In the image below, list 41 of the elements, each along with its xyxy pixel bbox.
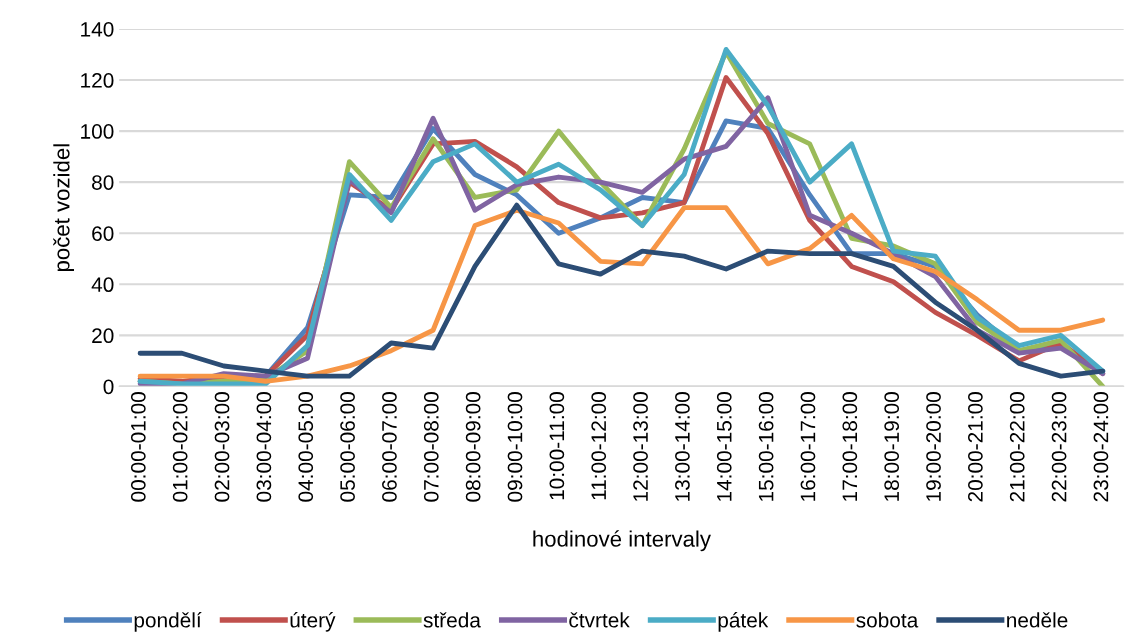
x-tick-label: 03:00-04:00 — [256, 392, 272, 502]
legend-label: neděle — [1007, 612, 1068, 628]
x-tick-label: 13:00-14:00 — [675, 392, 690, 501]
y-tick-label: 100 — [81, 124, 114, 139]
x-tick-label: 19:00-20:00 — [926, 392, 941, 501]
x-tick-label: 12:00-13:00 — [633, 392, 648, 501]
legend-label: sobota — [856, 612, 919, 628]
x-tick-label: 18:00-19:00 — [884, 392, 900, 501]
x-tick-label: 10:00-11:00 — [549, 392, 565, 500]
x-tick-label: 22:00-23:00 — [1051, 392, 1067, 502]
x-tick-label: 04:00-05:00 — [298, 392, 314, 502]
x-tick-label: 15:00-16:00 — [758, 392, 774, 501]
x-tick-label: 21:00-22:00 — [1009, 392, 1025, 502]
x-tick-label: 23:00-24:00 — [1093, 392, 1109, 502]
y-tick-label: 20 — [92, 328, 114, 344]
x-tick-label: 07:00-08:00 — [423, 392, 439, 502]
x-tick-label: 06:00-07:00 — [382, 392, 397, 502]
legend-label: úterý — [290, 612, 336, 632]
y-tick-label: 40 — [91, 277, 114, 293]
y-axis-title: počet vozidel — [53, 144, 74, 272]
x-tick-label: 02:00-03:00 — [214, 392, 230, 502]
legend-label: středa — [423, 612, 481, 628]
x-axis-title: hodinové intervaly — [533, 530, 711, 552]
y-tick-label: 0 — [103, 379, 114, 395]
legend-label: pátek — [718, 612, 769, 632]
x-tick-label: 09:00-10:00 — [507, 392, 523, 502]
x-tick-label: 20:00-21:00 — [968, 392, 983, 502]
x-tick-label: 00:00-01:00 — [130, 392, 146, 502]
y-tick-label: 140 — [81, 21, 114, 37]
x-tick-label: 05:00-06:00 — [340, 392, 355, 502]
legend-label: čtvrtek — [569, 612, 630, 628]
y-tick-label: 80 — [92, 175, 114, 190]
x-tick-label: 08:00-09:00 — [465, 392, 481, 502]
x-tick-label: 14:00-15:00 — [716, 392, 732, 501]
x-tick-label: 11:00-12:00 — [591, 392, 607, 500]
x-tick-label: 17:00-18:00 — [842, 392, 858, 501]
y-tick-label: 60 — [92, 226, 114, 241]
legend-label: pondělí — [134, 612, 202, 632]
x-tick-label: 16:00-17:00 — [800, 392, 816, 501]
x-tick-label: 01:00-02:00 — [172, 392, 188, 502]
y-tick-label: 120 — [81, 73, 114, 88]
